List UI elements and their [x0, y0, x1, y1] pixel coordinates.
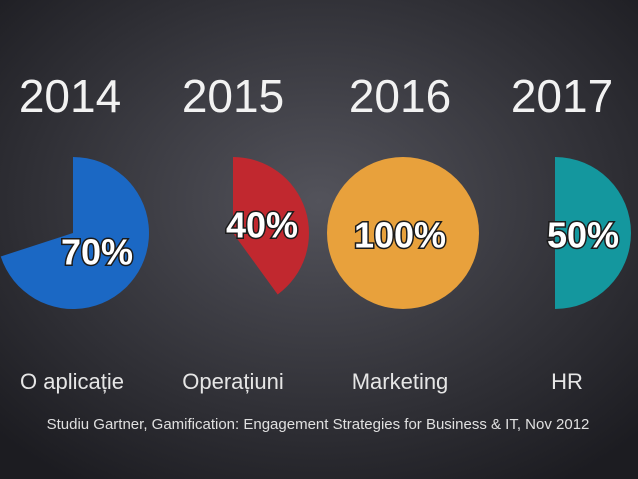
year-title: 2016 — [349, 70, 451, 122]
value-label: 100% — [354, 215, 446, 256]
year-title: 2015 — [182, 70, 284, 122]
value-label: 50% — [547, 215, 619, 256]
category-label: Marketing — [352, 369, 449, 394]
category-label: HR — [551, 369, 583, 394]
pie-slice — [327, 157, 479, 309]
year-title: 2017 — [511, 70, 613, 122]
value-label: 40% — [226, 205, 298, 246]
pie-slice — [0, 157, 149, 309]
pie-slice — [555, 157, 631, 309]
source-note: Studiu Gartner, Gamification: Engagement… — [47, 416, 590, 433]
value-label: 70% — [61, 232, 133, 273]
pie-slice — [233, 157, 309, 295]
category-label: O aplicație — [20, 369, 124, 394]
category-label: Operațiuni — [182, 369, 284, 394]
year-title: 2014 — [19, 70, 121, 122]
